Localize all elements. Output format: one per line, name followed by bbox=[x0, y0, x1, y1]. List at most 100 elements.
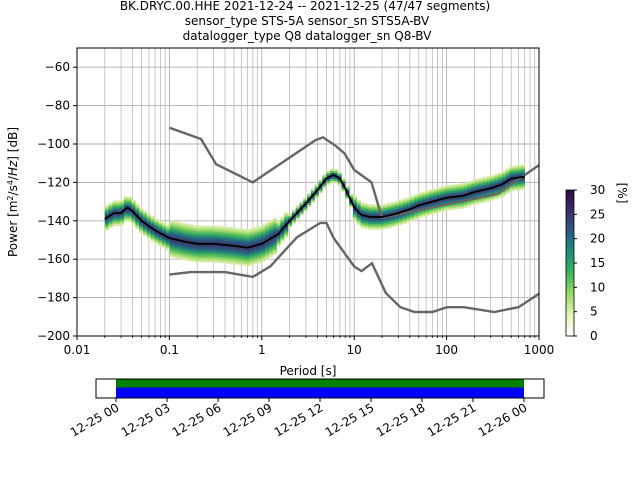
heatmap-cell bbox=[364, 217, 369, 220]
heatmap-cell bbox=[249, 237, 254, 241]
heatmap-cell bbox=[127, 206, 132, 209]
heatmap-cell bbox=[112, 210, 117, 213]
heatmap-cell bbox=[238, 255, 243, 258]
heatmap-cell bbox=[520, 179, 525, 183]
heatmap-cell bbox=[406, 216, 411, 219]
heatmap-cell bbox=[204, 248, 209, 251]
heatmap-cell bbox=[425, 194, 430, 197]
heatmap-cell bbox=[162, 241, 167, 245]
heatmap-cell bbox=[177, 254, 182, 258]
heatmap-cell bbox=[394, 216, 400, 219]
heatmap-cell bbox=[188, 232, 193, 235]
heatmap-cell bbox=[475, 194, 480, 197]
heatmap-cell bbox=[295, 209, 300, 212]
heatmap-cell bbox=[123, 215, 129, 218]
heatmap-cell bbox=[436, 196, 442, 200]
heatmap-cell bbox=[425, 196, 430, 199]
heatmap-cell bbox=[517, 166, 522, 170]
heatmap-cell bbox=[196, 254, 201, 257]
heatmap-cell bbox=[257, 256, 262, 260]
heatmap-cell bbox=[391, 217, 396, 220]
heatmap-cell bbox=[475, 180, 480, 184]
heatmap-cell bbox=[234, 256, 239, 259]
heatmap-cell bbox=[413, 207, 419, 210]
heatmap-cell bbox=[131, 222, 136, 225]
colorbar-ticks: 0 5 10 15 20 25 30 bbox=[574, 183, 605, 343]
heatmap-cell bbox=[310, 198, 316, 201]
heatmap-cell bbox=[249, 249, 254, 252]
heatmap-cell bbox=[341, 189, 346, 192]
heatmap-cell bbox=[368, 214, 373, 217]
heatmap-cell bbox=[223, 240, 228, 243]
heatmap-cell bbox=[226, 250, 232, 253]
heatmap-cell bbox=[322, 182, 327, 185]
heatmap-cell bbox=[162, 236, 167, 239]
heatmap-cell bbox=[436, 191, 442, 194]
heatmap-cell bbox=[158, 220, 163, 223]
heatmap-cell bbox=[181, 223, 186, 226]
heatmap-cell bbox=[478, 185, 483, 188]
heatmap-cell bbox=[257, 260, 262, 264]
heatmap-cell bbox=[467, 185, 472, 188]
heatmap-cell bbox=[169, 239, 174, 242]
heatmap-cell bbox=[494, 175, 499, 179]
heatmap-cell bbox=[356, 201, 361, 204]
heatmap-cell bbox=[295, 215, 300, 218]
heatmap-cell bbox=[184, 243, 190, 246]
heatmap-cell bbox=[215, 254, 220, 257]
heatmap-cell bbox=[440, 192, 445, 195]
heatmap-cell bbox=[112, 200, 117, 203]
heatmap-cell bbox=[307, 195, 312, 198]
heatmap-cell bbox=[192, 246, 197, 249]
heatmap-cell bbox=[459, 183, 464, 186]
heatmap-cell bbox=[433, 190, 438, 193]
heatmap-cell bbox=[501, 174, 506, 177]
heatmap-cell bbox=[307, 204, 312, 207]
heatmap-cell bbox=[463, 190, 468, 193]
heatmap-cell bbox=[173, 232, 178, 236]
heatmap-cell bbox=[242, 236, 247, 239]
heatmap-cell bbox=[490, 184, 495, 187]
heatmap-cell bbox=[517, 170, 522, 173]
heatmap-cell bbox=[116, 200, 121, 203]
heatmap-cell bbox=[165, 228, 171, 231]
heatmap-cell bbox=[299, 209, 304, 212]
heatmap-cell bbox=[417, 215, 422, 218]
heatmap-cell bbox=[413, 213, 419, 216]
heatmap-cell bbox=[402, 213, 407, 217]
heatmap-cell bbox=[242, 240, 247, 243]
heatmap-cell bbox=[196, 229, 201, 232]
heatmap-cell bbox=[181, 238, 186, 241]
heatmap-cell bbox=[394, 202, 400, 206]
heatmap-cell bbox=[234, 235, 239, 238]
heatmap-cell bbox=[181, 230, 186, 233]
heatmap-cell bbox=[452, 207, 457, 210]
heatmap-cell bbox=[375, 227, 380, 230]
curves bbox=[104, 126, 540, 314]
heatmap-cell bbox=[372, 204, 377, 207]
heatmap-cell bbox=[219, 237, 224, 241]
heatmap-cell bbox=[517, 188, 522, 191]
heatmap-cell bbox=[158, 239, 163, 243]
heatmap-cell bbox=[406, 214, 411, 217]
heatmap-cell bbox=[204, 260, 209, 263]
heatmap-cell bbox=[242, 253, 247, 257]
heatmap-cell bbox=[158, 224, 163, 227]
colorbar-tick-label: 15 bbox=[590, 256, 605, 270]
heatmap-cell bbox=[257, 249, 262, 252]
heatmap-cell bbox=[184, 258, 190, 261]
heatmap-cell bbox=[486, 181, 491, 185]
heatmap-cell bbox=[486, 180, 491, 183]
mean-psd-line bbox=[104, 173, 525, 249]
heatmap-cell bbox=[509, 185, 514, 188]
heatmap-cell bbox=[177, 249, 182, 252]
heatmap-cell bbox=[413, 211, 419, 214]
heatmap-cell bbox=[139, 209, 144, 212]
heatmap-cell bbox=[452, 184, 457, 187]
heatmap-cell bbox=[368, 223, 373, 226]
heatmap-cell bbox=[196, 260, 201, 263]
heatmap-cell bbox=[513, 167, 518, 170]
heatmap-cell bbox=[196, 239, 201, 242]
heatmap-cell bbox=[215, 237, 220, 240]
heatmap-cell bbox=[120, 222, 125, 226]
